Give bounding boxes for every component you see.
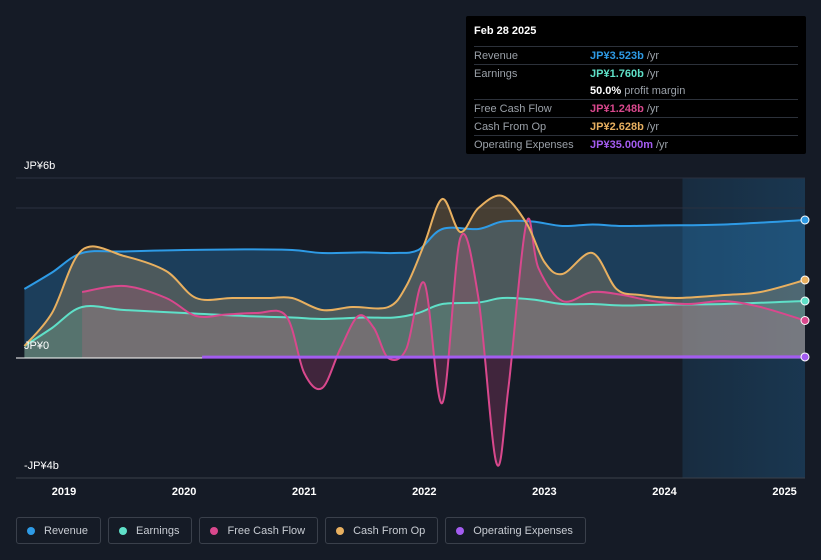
tooltip-row: Operating Expenses JP¥35.000m/yr	[474, 135, 798, 153]
legend-dot-icon	[336, 526, 345, 535]
area-free-cash-flow	[82, 218, 806, 466]
forecast-region	[682, 178, 805, 478]
legend-dot-icon	[210, 526, 219, 535]
data-tooltip: Feb 28 2025 Revenue JP¥3.523b/yr Earnings J…	[466, 16, 806, 154]
legend-label: Free Cash Flow	[227, 524, 306, 537]
line-cash-from-op	[23, 194, 806, 347]
legend-item-revenue[interactable]: Revenue	[16, 517, 102, 544]
legend-item-free-cash-flow[interactable]: Free Cash Flow	[199, 517, 319, 544]
legend-label: Cash From Op	[353, 524, 426, 537]
legend-label: Revenue	[44, 524, 89, 537]
legend-item-cash-from-op[interactable]: Cash From Op	[325, 517, 439, 544]
y-label-top: JP¥6b	[24, 160, 56, 172]
tooltip-row-value: JP¥1.248b	[590, 102, 644, 115]
tooltip-row-label: Operating Expenses	[474, 138, 574, 151]
area-revenue	[24, 220, 805, 358]
legend-dot-icon	[119, 526, 128, 535]
tooltip-row: Free Cash Flow JP¥1.248b/yr	[474, 99, 798, 117]
endpoint-revenue	[800, 215, 810, 225]
tooltip-row-unit: /yr	[646, 49, 660, 62]
tooltip-row: 50.0% profit margin	[474, 82, 798, 99]
tooltip-row-value: JP¥3.523b	[590, 49, 644, 62]
series-areas	[24, 195, 806, 466]
x-tick-label: 2020	[172, 486, 196, 498]
x-tick-label: 2019	[52, 486, 76, 498]
endpoint-earnings	[800, 296, 810, 306]
x-tick-label: 2023	[532, 486, 556, 498]
x-tick-label: 2022	[412, 486, 436, 498]
legend-label: Earnings	[136, 524, 180, 537]
tooltip-row-unit: /yr	[646, 102, 660, 115]
series-lines	[23, 194, 806, 467]
endpoint-cash-from-op	[800, 275, 810, 285]
x-tick-label: 2024	[652, 486, 677, 498]
tooltip-row-unit: /yr	[646, 120, 660, 133]
tooltip-date: Feb 28 2025	[474, 25, 537, 37]
line-free-cash-flow	[81, 217, 806, 467]
y-label-bottom: -JP¥4b	[24, 460, 59, 472]
area-cash-from-op	[24, 195, 805, 358]
x-tick-label: 2025	[772, 486, 796, 498]
tooltip-row-unit: /yr	[656, 138, 669, 151]
legend-dot-icon	[27, 526, 35, 535]
tooltip-row: Earnings JP¥1.760b/yr	[474, 64, 798, 82]
endpoint-operating-expenses	[800, 352, 810, 362]
tooltip-row-value: JP¥35.000m	[590, 138, 653, 151]
tooltip-row-label: Earnings	[474, 67, 518, 80]
y-label-zero: JP¥0	[24, 340, 50, 352]
tooltip-row-label: Cash From Op	[474, 120, 547, 133]
tooltip-row-value: 50.0%	[590, 84, 622, 97]
line-earnings	[23, 296, 806, 347]
tooltip-row-label: Free Cash Flow	[474, 102, 552, 115]
tooltip-row-value: JP¥1.760b	[590, 67, 644, 80]
legend-dot-icon	[456, 526, 465, 535]
tooltip-row: Cash From Op JP¥2.628b/yr	[474, 117, 798, 135]
area-earnings	[24, 297, 805, 358]
x-tick-label: 2021	[292, 486, 316, 498]
legend: Revenue Earnings Free Cash Flow Cash From O…	[16, 517, 586, 544]
legend-item-operating-expenses[interactable]: Operating Expenses	[445, 517, 586, 544]
x-tick-labels: 2019 2020 2021 2022 2023 2024 2025	[52, 486, 797, 498]
tooltip-row-unit: /yr	[646, 67, 660, 80]
tooltip-row: Revenue JP¥3.523b/yr	[474, 46, 798, 64]
series-endpoints	[800, 215, 810, 362]
legend-item-earnings[interactable]: Earnings	[108, 517, 193, 544]
tooltip-row-value: JP¥2.628b	[590, 120, 644, 133]
tooltip-row-unit: profit margin	[624, 84, 686, 97]
endpoint-free-cash-flow	[800, 316, 810, 325]
chart: 2019 2020 2021 2022 2023 2024 2025	[16, 177, 810, 498]
line-revenue	[23, 219, 806, 290]
legend-label: Operating Expenses	[473, 524, 573, 537]
tooltip-row-label: Revenue	[474, 49, 519, 62]
